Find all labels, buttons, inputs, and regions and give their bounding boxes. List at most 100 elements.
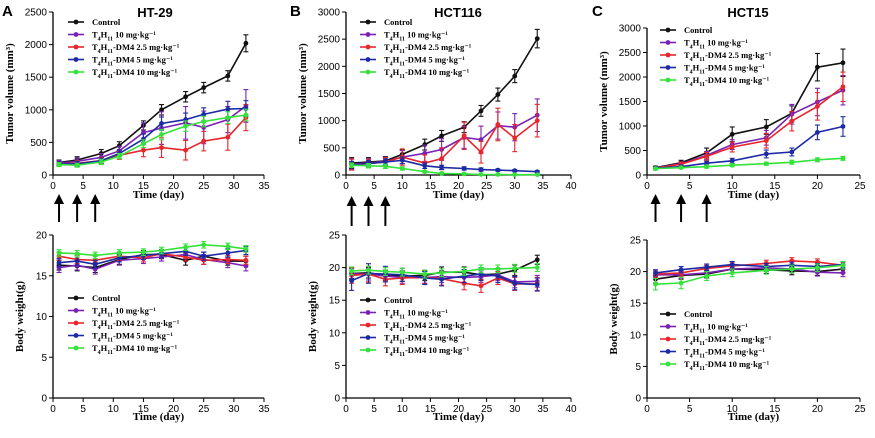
data-point — [815, 104, 820, 109]
data-point — [382, 269, 388, 274]
data-point — [56, 162, 62, 167]
data-point — [534, 172, 540, 178]
data-point — [478, 167, 484, 172]
data-point — [678, 267, 684, 273]
dosing-arrow-head — [346, 196, 357, 206]
legend-label: Control — [384, 17, 413, 27]
dosing-arrow-head — [90, 194, 101, 204]
data-point — [512, 135, 518, 141]
x-tick-label: 30 — [228, 404, 240, 415]
data-point — [422, 169, 428, 175]
x-axis-label: Time (day) — [433, 189, 485, 201]
data-point — [729, 270, 735, 276]
series-line — [655, 264, 844, 285]
data-point — [678, 165, 684, 171]
series-line — [58, 243, 247, 257]
data-point — [704, 153, 710, 159]
y-tick-label: 10 — [630, 330, 642, 341]
x-tick-label: 0 — [343, 181, 349, 192]
data-point — [422, 271, 428, 277]
x-tick-label: 0 — [50, 181, 56, 192]
data-point — [382, 163, 388, 169]
y-tick-label: 2000 — [619, 73, 642, 84]
data-point — [478, 149, 484, 155]
dosing-arrows — [346, 196, 391, 226]
x-tick-label: 20 — [168, 181, 180, 192]
y-tick-label: 3000 — [619, 24, 642, 35]
data-point — [201, 253, 207, 259]
data-point — [495, 167, 501, 173]
data-point — [815, 64, 820, 70]
series-line — [58, 42, 247, 164]
x-tick-label: 25 — [854, 181, 866, 192]
y-tick-label: 0 — [334, 394, 340, 405]
y-tick-label: 10 — [36, 312, 48, 323]
dosing-arrow-head — [701, 194, 712, 204]
legend-label: T4H11-DM4 2.5 mg·kg⁻¹ — [684, 334, 772, 347]
legend-swatch-marker — [365, 297, 371, 303]
series-line — [58, 249, 247, 266]
x-tick-label: 10 — [108, 181, 120, 192]
series-line — [655, 263, 844, 274]
y-tick-label: 0 — [41, 171, 47, 182]
data-point — [512, 265, 518, 271]
data-point — [815, 265, 820, 271]
x-tick-label: 0 — [343, 404, 349, 415]
y-tick-label: 5 — [41, 353, 47, 364]
data-point — [439, 270, 445, 276]
data-point — [815, 129, 820, 135]
panel-title: HCT116 — [434, 5, 482, 20]
data-point — [534, 257, 540, 263]
legend-label: T4H11-DM4 2.5 mg·kg⁻¹ — [384, 42, 472, 55]
legend-swatch-marker — [365, 19, 371, 25]
legend-label: T4H11-DM4 10 mg·kg⁻¹ — [384, 345, 470, 358]
data-point — [74, 251, 80, 257]
legend-swatch-marker — [665, 336, 671, 342]
data-point — [534, 118, 540, 124]
data-point — [729, 262, 735, 268]
legend-label: T4H11-DM4 10 mg·kg⁻¹ — [92, 343, 178, 356]
data-point — [512, 168, 518, 174]
panel-title: HT-29 — [137, 5, 172, 20]
x-tick-label: 10 — [108, 404, 120, 415]
data-point — [704, 164, 710, 170]
legend-label: T4H11 10 mg·kg⁻¹ — [384, 30, 448, 43]
data-point — [461, 269, 467, 274]
data-point — [840, 60, 846, 66]
legend-label: T4H11-DM4 2.5 mg·kg⁻¹ — [92, 318, 180, 331]
y-tick-label: 1500 — [619, 97, 642, 108]
data-point — [653, 270, 658, 276]
legend-label: T4H11 10 mg·kg⁻¹ — [92, 306, 156, 319]
x-tick-label: 20 — [812, 404, 824, 415]
series-line — [655, 260, 844, 275]
legend-swatch-marker — [665, 40, 671, 45]
legend-swatch-marker — [365, 335, 371, 340]
x-tick-label: 15 — [138, 181, 150, 192]
y-tick-label: 10 — [329, 328, 341, 339]
data-point — [159, 107, 164, 113]
x-tick-label: 30 — [509, 181, 521, 192]
legend-label: T4H11-DM4 2.5 mg·kg⁻¹ — [92, 42, 180, 55]
x-tick-label: 35 — [537, 181, 549, 192]
data-point — [366, 163, 371, 169]
legend-swatch-marker — [73, 44, 79, 50]
data-point — [243, 257, 249, 263]
data-point — [74, 258, 80, 264]
data-point — [729, 131, 735, 137]
x-tick-label: 20 — [453, 181, 465, 192]
legend-swatch-marker — [665, 52, 671, 58]
series-4 — [349, 263, 540, 279]
y-tick-label: 1500 — [318, 89, 341, 100]
data-point — [225, 134, 231, 140]
data-point — [422, 163, 428, 169]
legend-swatch-marker — [73, 345, 79, 351]
y-tick-label: 3000 — [318, 8, 341, 19]
y-tick-label: 1000 — [25, 105, 48, 116]
data-point — [439, 156, 445, 162]
data-point — [141, 249, 146, 255]
legend-label: T4H11-DM4 2.5 mg·kg⁻¹ — [384, 320, 472, 333]
x-tick-label: 35 — [537, 404, 549, 415]
